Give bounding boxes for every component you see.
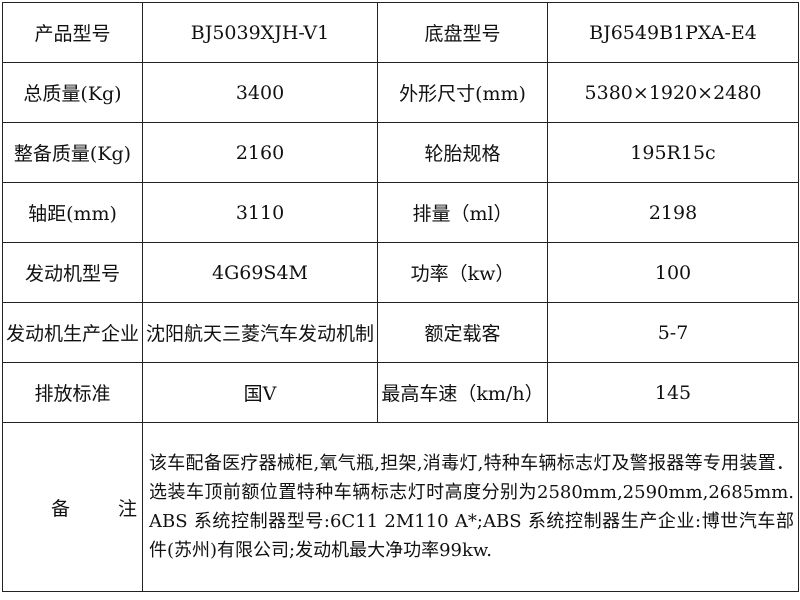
value-cell: 2160 — [142, 122, 378, 183]
table-row: 发动机生产企业 沈阳航天三菱汽车发动机制 额定载客 5-7 — [2, 302, 799, 363]
label-cell: 功率（kw） — [377, 242, 548, 303]
value-cell: 3400 — [142, 62, 378, 123]
value-cell: BJ5039XJH-V1 — [142, 2, 378, 63]
label-cell: 底盘型号 — [377, 2, 548, 63]
value-cell: 沈阳航天三菱汽车发动机制 — [142, 302, 378, 363]
label-cell: 总质量(Kg) — [2, 62, 143, 123]
label-cell: 外形尺寸(mm) — [377, 62, 548, 123]
value-cell: 145 — [547, 362, 799, 423]
table-row: 总质量(Kg) 3400 外形尺寸(mm) 5380×1920×2480 — [2, 62, 799, 123]
label-cell: 额定载客 — [377, 302, 548, 363]
label-cell: 发动机生产企业 — [2, 302, 143, 363]
value-cell: 3110 — [142, 182, 378, 243]
label-cell: 排放标准 — [2, 362, 143, 423]
table-row: 发动机型号 4G69S4M 功率（kw） 100 — [2, 242, 799, 303]
value-cell: 5-7 — [547, 302, 799, 363]
value-cell: 195R15c — [547, 122, 799, 183]
label-cell: 轮胎规格 — [377, 122, 548, 183]
label-cell: 排量（ml） — [377, 182, 548, 243]
remarks-row: 备注该车配备医疗器械柜,氧气瓶,担架,消毒灯,特种车辆标志灯及警报器等专用装置．… — [2, 422, 799, 592]
spec-table: 产品型号 BJ5039XJH-V1 底盘型号 BJ6549B1PXA-E4 总质量(Kg… — [2, 2, 799, 592]
label-cell: 整备质量(Kg) — [2, 122, 143, 183]
table-body: 产品型号 BJ5039XJH-V1 底盘型号 BJ6549B1PXA-E4 总质量(Kg… — [2, 2, 799, 592]
label-cell: 产品型号 — [2, 2, 143, 63]
value-cell: 100 — [547, 242, 799, 303]
table-row: 产品型号 BJ5039XJH-V1 底盘型号 BJ6549B1PXA-E4 — [2, 2, 799, 63]
table-row: 整备质量(Kg) 2160 轮胎规格 195R15c — [2, 122, 799, 183]
value-cell: 5380×1920×2480 — [547, 62, 799, 123]
label-cell: 最高车速（km/h） — [377, 362, 548, 423]
table-row: 排放标准 国Ⅴ 最高车速（km/h） 145 — [2, 362, 799, 423]
value-cell: 国Ⅴ — [142, 362, 378, 423]
value-cell: BJ6549B1PXA-E4 — [547, 2, 799, 63]
label-cell: 发动机型号 — [2, 242, 143, 303]
value-cell: 4G69S4M — [142, 242, 378, 303]
remarks-text: 该车配备医疗器械柜,氧气瓶,担架,消毒灯,特种车辆标志灯及警报器等专用装置．选装… — [142, 422, 799, 592]
value-cell: 2198 — [547, 182, 799, 243]
label-cell: 轴距(mm) — [2, 182, 143, 243]
remarks-label: 备注 — [2, 422, 143, 592]
table-row: 轴距(mm) 3110 排量（ml） 2198 — [2, 182, 799, 243]
